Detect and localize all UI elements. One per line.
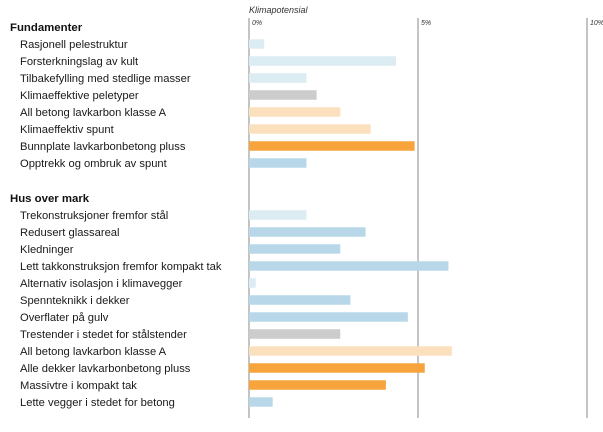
bar	[249, 397, 273, 407]
row-label: Opptrekk og ombruk av spunt	[20, 158, 168, 170]
bar	[249, 380, 386, 390]
row-label: All betong lavkarbon klasse A	[20, 346, 167, 358]
group-heading: Hus over mark	[10, 193, 90, 205]
chart-row: Redusert glassareal	[20, 227, 366, 239]
bar	[249, 346, 452, 356]
chart-row: Tilbakefylling med stedlige masser	[20, 73, 307, 85]
bar	[249, 295, 351, 305]
row-label: Trekonstruksjoner fremfor stål	[20, 210, 168, 222]
row-label: Klimaeffektive peletyper	[20, 90, 139, 102]
bar	[249, 278, 256, 288]
row-label: Klimaeffektiv spunt	[20, 124, 115, 136]
bar	[249, 329, 341, 339]
bar	[249, 39, 265, 49]
chart-row: Opptrekk og ombruk av spunt	[20, 158, 307, 170]
chart-row: All betong lavkarbon klasse A	[20, 107, 341, 119]
row-label: Kledninger	[20, 244, 74, 256]
chart-row: Klimaeffektiv spunt	[20, 124, 371, 136]
chart-row: Rasjonell pelestruktur	[20, 39, 265, 51]
group-heading: Fundamenter	[10, 22, 83, 34]
row-label: Lette vegger i stedet for betong	[20, 397, 175, 409]
tick-label: 10%	[590, 20, 603, 27]
chart-row: Lett takkonstruksjon fremfor kompakt tak	[20, 261, 449, 273]
row-label: Tilbakefylling med stedlige masser	[20, 73, 191, 85]
chart-row: Lette vegger i stedet for betong	[20, 397, 273, 409]
row-label: Massivtre i kompakt tak	[20, 380, 137, 392]
tick-label: 5%	[421, 20, 431, 27]
chart-row: Massivtre i kompakt tak	[20, 380, 386, 392]
row-label: Lett takkonstruksjon fremfor kompakt tak	[20, 261, 222, 273]
chart-rows: Fundamenter Rasjonell pelestruktur Forster…	[10, 22, 452, 409]
bar	[249, 227, 366, 237]
row-label: Alternativ isolasjon i klimavegger	[20, 278, 183, 290]
bar	[249, 73, 307, 83]
x-axis-title: Klimapotensial	[249, 5, 309, 15]
row-label: Alle dekker lavkarbonbetong pluss	[20, 363, 191, 375]
bar	[249, 244, 341, 254]
row-label: Redusert glassareal	[20, 227, 120, 239]
x-axis-ticks: 0% 5% 10%	[252, 20, 603, 27]
row-label: Rasjonell pelestruktur	[20, 39, 128, 51]
bar	[249, 56, 397, 66]
chart-row: All betong lavkarbon klasse A	[20, 346, 452, 358]
chart-row: Alternativ isolasjon i klimavegger	[20, 278, 256, 290]
bar	[249, 124, 371, 134]
bar	[249, 363, 425, 373]
chart-row: Klimaeffektive peletyper	[20, 90, 317, 102]
row-label: All betong lavkarbon klasse A	[20, 107, 167, 119]
row-label: Overflater på gulv	[20, 312, 109, 324]
bar	[249, 141, 415, 151]
row-label: Forsterkningslag av kult	[20, 56, 139, 68]
bar	[249, 90, 317, 100]
chart-row: Spennteknikk i dekker	[20, 295, 351, 307]
chart-row: Trestender i stedet for stålstender	[20, 329, 341, 341]
chart-row: Forsterkningslag av kult	[20, 56, 397, 68]
bar	[249, 261, 449, 271]
chart-row: Alle dekker lavkarbonbetong pluss	[20, 363, 425, 375]
bar	[249, 107, 341, 117]
row-label: Bunnplate lavkarbonbetong pluss	[20, 141, 186, 153]
row-label: Spennteknikk i dekker	[20, 295, 130, 307]
chart-row: Kledninger	[20, 244, 341, 256]
bar	[249, 210, 307, 220]
tick-label: 0%	[252, 20, 262, 27]
row-label: Trestender i stedet for stålstender	[20, 329, 187, 341]
bar	[249, 312, 408, 322]
chart-row: Trekonstruksjoner fremfor stål	[20, 210, 307, 222]
chart-row: Bunnplate lavkarbonbetong pluss	[20, 141, 415, 153]
bar	[249, 158, 307, 168]
chart-row: Overflater på gulv	[20, 312, 408, 324]
